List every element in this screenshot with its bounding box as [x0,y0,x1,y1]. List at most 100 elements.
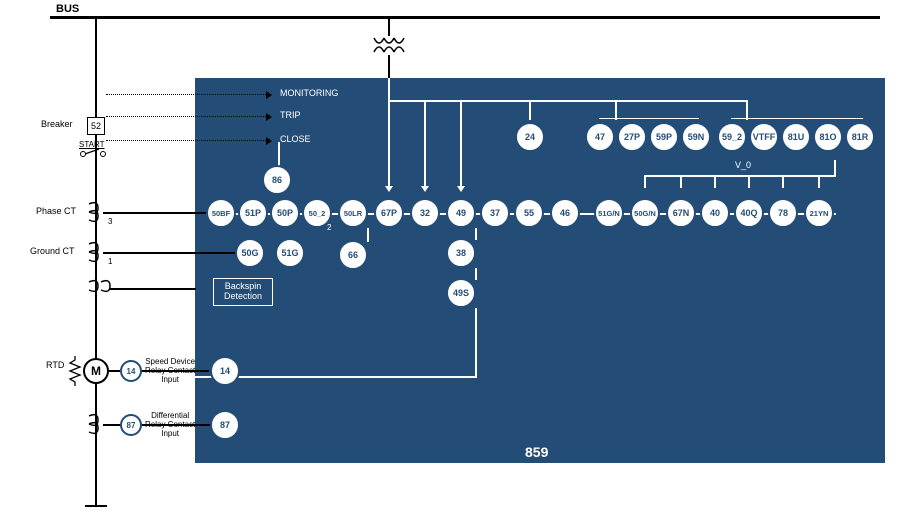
node-32: 32 [410,198,440,228]
ground-tick [85,505,107,507]
dashed-label-monitoring: MONITORING [280,88,338,98]
pt-hz-1 [388,100,748,102]
node-VTFF: VTFF [749,122,779,152]
node-21YN: 21YN [804,198,834,228]
drop-66 [367,228,369,242]
breaker-label: Breaker [41,119,73,129]
node-86-label: 86 [272,175,282,185]
node-50P: 50P [270,198,300,228]
v0-d6 [818,175,820,188]
node-87b: 87 [210,410,240,440]
rtd-label: RTD [46,360,64,370]
speed-label: Speed Device Relay Contact Input [145,358,195,384]
node-49: 49 [446,198,476,228]
node-47: 47 [585,122,615,152]
diff-label: Differential Relay Contact Input [145,412,195,438]
breaker-code: 52 [91,121,101,131]
drop-49s [475,268,477,280]
node-87a-txt: 87 [127,421,136,430]
line-49s-down [475,308,477,376]
motor-m: M [91,364,101,378]
dashed-sym-close [268,136,276,144]
phase-ct-sub: 3 [108,217,112,226]
node-67N: 67N [666,198,696,228]
rtd-resistor-icon [68,356,82,386]
ground-ct-wire [103,252,236,254]
node-37: 37 [480,198,510,228]
node-86: 86 [262,165,292,195]
node-27P: 27P [617,122,647,152]
node-40: 40 [700,198,730,228]
node-51P: 51P [238,198,268,228]
ground-ct-label: Ground CT [30,246,75,256]
v0-d3 [714,175,716,188]
bus-label: BUS [56,3,79,15]
node-14b: 14 [210,356,240,386]
dashed-label-close: CLOSE [280,134,311,144]
backspin-box: Backspin Detection [213,278,273,306]
node-81U: 81U [781,122,811,152]
pt-drop-24 [529,100,531,120]
phase-ct-label: Phase CT [36,206,76,216]
pt-hz-47grp [599,118,699,119]
node-50LR: 50LR [338,198,368,228]
node-81R: 81R [845,122,875,152]
phase-ct-wire [103,212,207,214]
v0-label: V_0 [735,160,751,170]
node-50G/N: 50G/N [630,198,660,228]
node-38-label: 38 [456,248,466,258]
node-14a: 14 [120,360,142,382]
bus-top-line [50,16,880,19]
ground-ct-sub: 1 [108,257,112,266]
dashed-close [106,140,266,141]
backspin-text: Backspin Detection [224,281,262,301]
node-59P: 59P [649,122,679,152]
dashed-sym-trip [268,112,276,120]
breaker-52: 52 [87,117,105,135]
dashed-trip [106,116,266,117]
node-87b-txt: 87 [220,420,230,430]
pt-drop-47 [615,100,617,120]
v0-d7 [834,160,836,175]
dashed-monitoring [106,94,266,95]
node-14a-txt: 14 [127,367,136,376]
node-87a: 87 [120,414,142,436]
node-66: 66 [338,240,368,270]
node-50G: 50G [235,238,265,268]
node-50BF: 50BF [206,198,236,228]
pt-symbol [370,34,408,56]
motor-symbol: M [83,358,109,384]
v0-d5 [782,175,784,188]
node-38: 38 [446,238,476,268]
v0-d1 [644,175,646,188]
node-81O: 81O [813,122,843,152]
dashed-label-trip: TRIP [280,110,301,120]
node-14b-txt: 14 [220,366,230,376]
pt-hz-59grp [731,118,863,119]
pt-drop-1 [388,78,390,186]
node-59_2: 59_2 [717,122,747,152]
v0-hz [644,175,836,177]
row2-sub: 2 [327,223,331,232]
v0-d4 [748,175,750,188]
node-46: 46 [550,198,580,228]
node-24: 24 [515,122,545,152]
pt-drop-3 [460,100,462,186]
drop-38 [475,228,477,240]
pt-drop-2 [424,100,426,186]
v0-d2 [680,175,682,188]
pt-to-panel [388,55,390,78]
node-55: 55 [514,198,544,228]
start-label: START [79,140,104,149]
panel-title: 859 [525,444,548,460]
node-49s-label: 49S [453,288,469,298]
node-51G: 51G [275,238,305,268]
node-59N: 59N [681,122,711,152]
dashed-sym-monitoring [268,90,276,98]
pt-drop-59_2 [746,100,748,120]
aux-ct-wire [110,288,196,290]
node-67P: 67P [374,198,404,228]
node-66-label: 66 [348,250,358,260]
node-78: 78 [768,198,798,228]
node-49s: 49S [446,278,476,308]
